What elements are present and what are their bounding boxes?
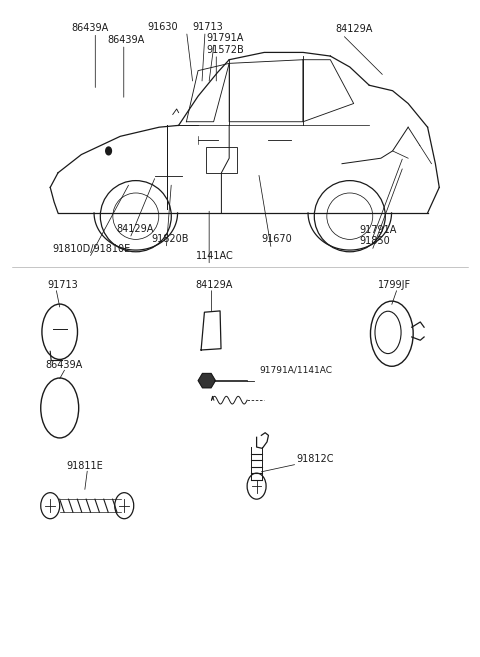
Text: 91810D/91810E: 91810D/91810E [53, 244, 131, 254]
Text: 84129A: 84129A [117, 224, 154, 234]
Text: 1141AC: 1141AC [196, 251, 234, 261]
Text: 91630: 91630 [148, 22, 179, 32]
Text: 84129A: 84129A [335, 24, 372, 34]
Text: 91791A: 91791A [360, 225, 397, 235]
Text: 91791A: 91791A [207, 33, 244, 43]
Text: 91713: 91713 [192, 22, 223, 32]
Text: 91670: 91670 [261, 235, 292, 244]
Text: 91713: 91713 [48, 280, 79, 290]
Bar [206, 147, 237, 173]
Text: 91850: 91850 [360, 237, 390, 246]
Text: 84129A: 84129A [195, 280, 232, 290]
Text: 86439A: 86439A [107, 35, 144, 45]
Circle shape [106, 147, 111, 155]
Text: 91811E: 91811E [67, 461, 104, 470]
Text: 91812C: 91812C [296, 454, 334, 464]
Text: 86439A: 86439A [46, 359, 83, 370]
Text: 91572B: 91572B [207, 45, 244, 55]
Polygon shape [198, 374, 216, 388]
Text: 1799JF: 1799JF [378, 280, 411, 290]
Text: 91820B: 91820B [151, 234, 189, 244]
Text: 91791A/1141AC: 91791A/1141AC [259, 366, 332, 374]
Text: 86439A: 86439A [72, 24, 109, 34]
